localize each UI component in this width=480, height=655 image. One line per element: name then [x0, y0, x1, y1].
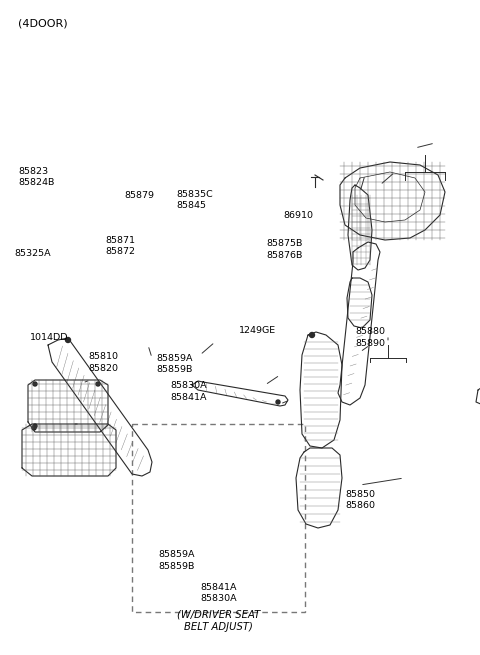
Circle shape	[33, 382, 37, 386]
Text: 85810
85820: 85810 85820	[89, 352, 119, 373]
Bar	[132, 424, 305, 612]
Text: 85871
85872: 85871 85872	[106, 236, 135, 256]
Text: 85879: 85879	[125, 191, 155, 200]
Text: 85830A
85841A: 85830A 85841A	[170, 381, 207, 402]
Text: 1249GE: 1249GE	[239, 326, 276, 335]
Circle shape	[33, 424, 37, 428]
Circle shape	[65, 337, 71, 343]
Text: 86910: 86910	[283, 211, 313, 220]
Text: 85859A
85859B: 85859A 85859B	[156, 354, 192, 374]
Text: (W/DRIVER SEAT
BELT ADJUST): (W/DRIVER SEAT BELT ADJUST)	[177, 609, 260, 632]
Text: 85325A: 85325A	[14, 249, 51, 258]
Text: 85875B
85876B: 85875B 85876B	[266, 239, 303, 259]
Text: 85850
85860: 85850 85860	[346, 490, 375, 510]
Circle shape	[310, 333, 314, 337]
Circle shape	[32, 426, 36, 430]
Circle shape	[96, 382, 100, 386]
Text: (4DOOR): (4DOOR)	[18, 18, 68, 28]
Text: 1014DD: 1014DD	[30, 333, 68, 342]
Text: 85880
85890: 85880 85890	[355, 328, 385, 348]
Circle shape	[276, 400, 280, 404]
Text: 85823
85824B: 85823 85824B	[18, 167, 55, 187]
Text: 85841A
85830A: 85841A 85830A	[200, 583, 237, 603]
Text: 85835C
85845: 85835C 85845	[177, 190, 214, 210]
Text: 85859A
85859B: 85859A 85859B	[158, 550, 195, 571]
